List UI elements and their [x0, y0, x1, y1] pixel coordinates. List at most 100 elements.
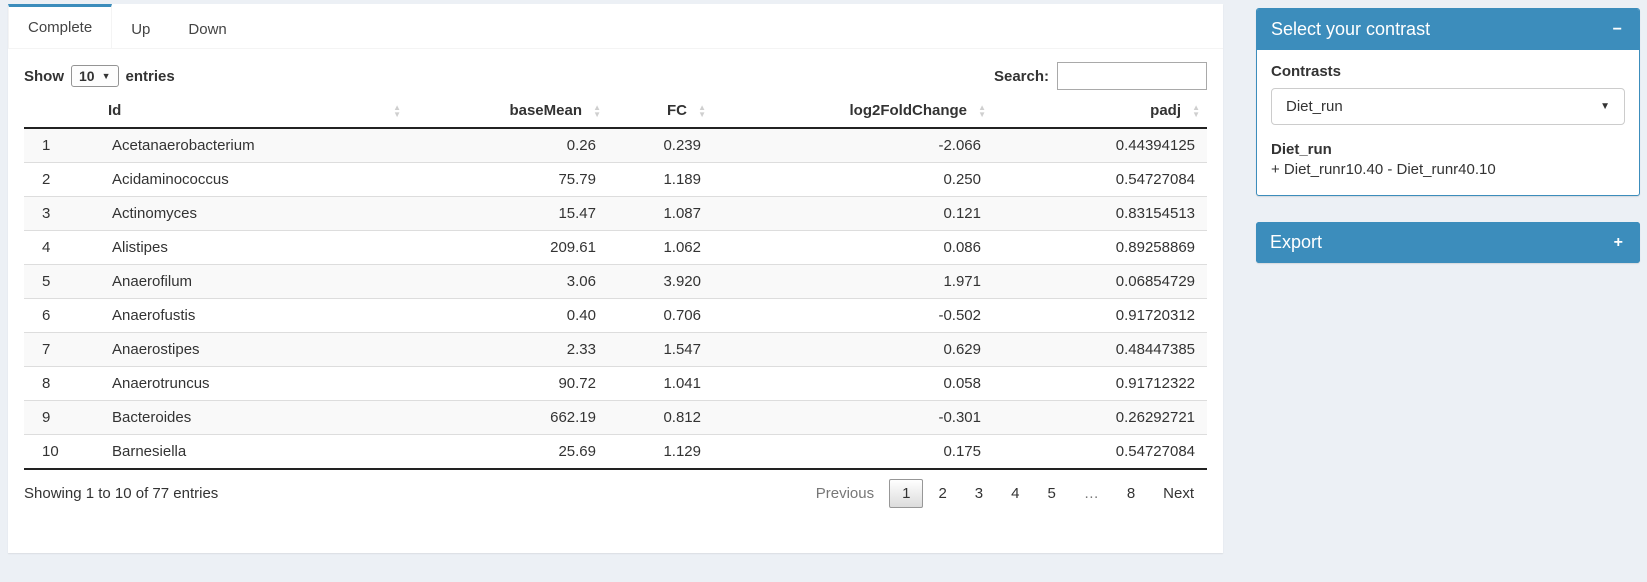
- collapse-minus-icon[interactable]: −: [1612, 20, 1622, 38]
- search-input[interactable]: [1057, 62, 1207, 90]
- basemean-cell: 3.06: [408, 264, 608, 299]
- sort-desc-icon: ▼: [1192, 109, 1200, 119]
- log2foldchange-cell: 0.121: [713, 196, 993, 231]
- fc-cell: 1.189: [608, 162, 713, 197]
- contrast-select[interactable]: Diet_run ▼: [1271, 88, 1625, 125]
- column-header-rownum: [24, 94, 98, 129]
- results-table: Id ▲ ▼ baseMean ▲ ▼ FC ▲ ▼ log2FoldChange ▲…: [24, 94, 1207, 470]
- id-cell: Barnesiella: [98, 434, 408, 469]
- row-number-cell: 3: [24, 196, 98, 231]
- fc-cell: 1.087: [608, 196, 713, 231]
- tab-complete[interactable]: Complete: [8, 4, 113, 48]
- contrasts-label: Contrasts: [1271, 63, 1342, 80]
- column-header-basemean[interactable]: baseMean ▲ ▼: [408, 94, 608, 129]
- entries-label: entries: [125, 67, 175, 85]
- fc-cell: 3.920: [608, 264, 713, 299]
- basemean-cell: 0.26: [566, 137, 596, 154]
- sort-icons: ▲ ▼: [1192, 103, 1200, 119]
- fc-cell: 0.239: [663, 137, 701, 154]
- log2foldchange-cell: 0.629: [713, 332, 993, 367]
- contrast-formula: + Diet_runr10.40 - Diet_runr40.10: [1271, 161, 1496, 178]
- log2foldchange-cell: 0.086: [713, 230, 993, 265]
- select-contrast-title: Select your contrast: [1271, 19, 1431, 39]
- table-row: 1 Acetanaerobacterium 0.26 0.239 -2.066 …: [24, 128, 1207, 163]
- page-number-button[interactable]: 4: [1011, 485, 1020, 502]
- page-number-button[interactable]: 8: [1126, 485, 1136, 502]
- page-buttons: 1 2 3 4 5 … 8: [887, 479, 1148, 508]
- padj-cell: 0.26292721: [993, 400, 1207, 435]
- results-tabs: Complete Up Down: [8, 4, 1223, 49]
- sort-desc-icon: ▼: [698, 109, 706, 119]
- padj-cell: 0.06854729: [993, 264, 1207, 299]
- expand-plus-icon[interactable]: +: [1613, 233, 1623, 251]
- page-number-button[interactable]: 1: [889, 479, 924, 508]
- id-cell: Anaerotruncus: [98, 366, 408, 401]
- table-row: 9 Bacteroides 662.19 0.812 -0.301 0.2629…: [24, 400, 1207, 435]
- sort-desc-icon: ▼: [593, 109, 601, 119]
- fc-cell: 1.547: [608, 332, 713, 367]
- sort-asc-icon: ▲: [978, 102, 986, 112]
- pagination: Previous 1 2 3 4 5 … 8 Next: [801, 479, 1207, 508]
- select-contrast-box: Select your contrast − Contrasts Diet_ru…: [1256, 8, 1640, 196]
- table-controls: Show 10 ▼ entries Search:: [24, 62, 1207, 90]
- export-title: Export: [1270, 232, 1323, 252]
- row-number-cell: 8: [24, 366, 98, 401]
- id-cell: Anaerofilum: [98, 264, 408, 299]
- column-header-log2foldchange[interactable]: log2FoldChange ▲ ▼: [713, 94, 993, 129]
- entries-length-control: Show 10 ▼ entries: [24, 65, 175, 87]
- fc-cell: 1.041: [608, 366, 713, 401]
- row-number-cell: 5: [24, 264, 98, 299]
- pagination-ellipsis: …: [1083, 485, 1099, 502]
- table-header: Id ▲ ▼ baseMean ▲ ▼ FC ▲ ▼ log2FoldChange ▲…: [24, 94, 1207, 129]
- tab-up[interactable]: Up: [131, 21, 151, 38]
- contrast-select-value: Diet_run: [1286, 98, 1343, 115]
- table-row: 7 Anaerostipes 2.33 1.547 0.629 0.484473…: [24, 332, 1207, 367]
- fc-cell: 0.706: [608, 298, 713, 333]
- column-header-fc[interactable]: FC ▲ ▼: [608, 94, 713, 129]
- page-number-button[interactable]: 2: [938, 485, 947, 502]
- log2foldchange-cell: 0.250: [713, 162, 993, 197]
- table-row: 10 Barnesiella 25.69 1.129 0.175 0.54727…: [24, 434, 1207, 469]
- page-number-button[interactable]: 5: [1047, 485, 1056, 502]
- show-label: Show: [24, 67, 64, 85]
- id-cell: Acidaminococcus: [98, 162, 408, 197]
- sort-icons: ▲ ▼: [698, 103, 706, 119]
- results-tab-panel: Complete Up Down Show 10 ▼ entries Searc…: [8, 4, 1223, 553]
- table-info: Showing 1 to 10 of 77 entries: [24, 485, 219, 502]
- caret-down-icon: ▼: [1600, 101, 1610, 112]
- table-search: Search:: [994, 62, 1207, 90]
- row-number-cell: 1: [42, 137, 51, 154]
- column-header-id[interactable]: Id ▲ ▼: [98, 94, 408, 129]
- row-number-cell: 10: [24, 434, 98, 469]
- row-number-cell: 4: [24, 230, 98, 265]
- id-cell: Acetanaerobacterium: [112, 137, 255, 154]
- entries-select[interactable]: 10 ▼: [71, 65, 119, 87]
- basemean-cell: 75.79: [408, 162, 608, 197]
- export-header: Export +: [1256, 222, 1640, 263]
- page-number-button[interactable]: 3: [974, 485, 984, 502]
- previous-page-button[interactable]: Previous: [815, 485, 875, 502]
- select-contrast-header: Select your contrast −: [1257, 9, 1639, 50]
- sort-icons: ▲ ▼: [593, 102, 601, 119]
- sort-asc-icon: ▲: [593, 102, 601, 112]
- padj-cell: 0.91712322: [993, 366, 1207, 401]
- row-number-cell: 9: [24, 400, 98, 435]
- table-row: 2 Acidaminococcus 75.79 1.189 0.250 0.54…: [24, 162, 1207, 197]
- table-row: 6 Anaerofustis 0.40 0.706 -0.502 0.91720…: [24, 298, 1207, 333]
- column-header-padj[interactable]: padj ▲ ▼: [993, 94, 1207, 129]
- entries-select-value: 10: [79, 68, 95, 84]
- padj-cell: 0.48447385: [993, 332, 1207, 367]
- export-box: Export +: [1256, 222, 1640, 263]
- basemean-cell: 209.61: [408, 230, 608, 265]
- table-row: 5 Anaerofilum 3.06 3.920 1.971 0.0685472…: [24, 264, 1207, 299]
- basemean-cell: 25.69: [408, 434, 608, 469]
- table-body: 1 Acetanaerobacterium 0.26 0.239 -2.066 …: [24, 128, 1207, 469]
- sort-icons: ▲ ▼: [393, 102, 401, 118]
- sort-asc-icon: ▲: [393, 102, 401, 112]
- tab-down[interactable]: Down: [188, 21, 227, 38]
- caret-down-icon: ▼: [101, 71, 111, 81]
- basemean-cell: 90.72: [408, 366, 608, 401]
- next-page-button[interactable]: Next: [1163, 485, 1194, 502]
- fc-cell: 1.129: [608, 434, 713, 469]
- table-footer: Showing 1 to 10 of 77 entries Previous 1…: [24, 479, 1207, 508]
